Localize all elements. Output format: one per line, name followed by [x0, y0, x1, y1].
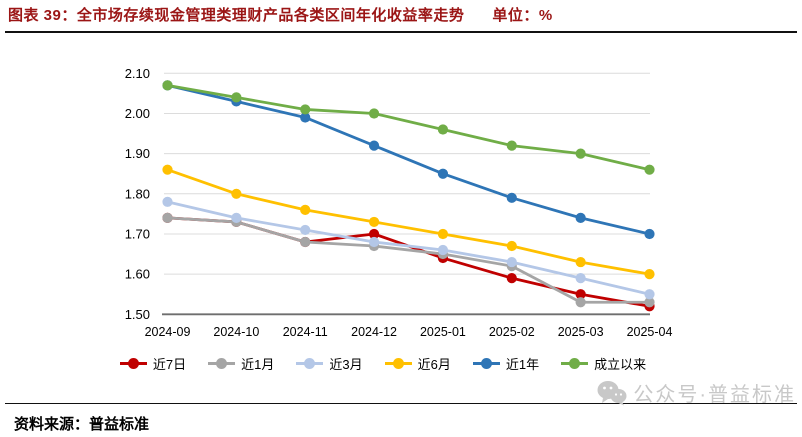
legend-marker-icon — [119, 357, 147, 369]
y-axis-tick-label: 1.50 — [125, 307, 150, 322]
legend-item: 近6月 — [384, 354, 451, 373]
data-point — [162, 212, 173, 223]
data-point — [575, 273, 586, 284]
legend-label: 近7日 — [152, 356, 187, 372]
series-line-近1月 — [166, 216, 651, 304]
legend-marker-icon — [561, 357, 589, 369]
y-axis-tick-label: 1.70 — [125, 226, 150, 241]
legend-dot — [216, 357, 228, 369]
series-line-近3月 — [166, 200, 651, 296]
legend-dot — [569, 357, 581, 369]
line-chart: 2.10 2.00 1.90 1.80 1.70 1.60 1.50 2024-09 2024-… — [125, 66, 673, 339]
data-point — [300, 224, 311, 236]
x-axis-tick-label: 2025-03 — [558, 325, 604, 339]
legend-item: 近7日 — [119, 354, 187, 373]
data-point — [575, 256, 586, 268]
y-axis-tick-label: 1.80 — [125, 186, 150, 201]
data-point — [644, 228, 655, 240]
watermark-text: 公众号·普益标准 — [633, 384, 796, 406]
legend-dot — [127, 357, 139, 369]
legend-marker-icon — [384, 357, 412, 369]
legend-marker-icon — [208, 357, 236, 369]
legend-dot — [304, 357, 316, 369]
series-line-近6月 — [166, 168, 651, 276]
data-point — [162, 164, 173, 175]
data-point — [231, 92, 242, 103]
x-axis-tick-label: 2025-02 — [489, 325, 535, 339]
legend-item: 成立以来 — [561, 354, 646, 373]
data-point — [162, 80, 173, 91]
x-axis-tick-label: 2024-09 — [145, 325, 191, 339]
chart-legend: 近7日 近1月 近3月 近6月 — [0, 350, 784, 376]
data-point — [300, 204, 311, 215]
data-point — [575, 148, 586, 159]
x-axis-tick-label: 2025-04 — [627, 325, 673, 339]
data-point — [231, 212, 242, 223]
data-point — [575, 289, 586, 300]
data-point — [506, 273, 517, 284]
data-point — [437, 168, 449, 179]
data-point — [506, 140, 517, 151]
x-axis-tick-label: 2024-11 — [283, 325, 328, 339]
data-point — [506, 256, 517, 268]
unit-label: 单位：% — [492, 7, 553, 24]
data-point — [300, 236, 311, 248]
data-point — [368, 228, 380, 240]
x-axis-tick-label: 2025-01 — [420, 325, 466, 339]
data-point — [644, 269, 655, 280]
data-point — [368, 140, 380, 151]
series-line-成立以来 — [166, 83, 651, 172]
watermark: 公众号·普益标准 — [597, 378, 796, 407]
data-point — [437, 124, 449, 135]
figure-caption: 图表 39：全市场存续现金管理类理财产品各类区间年化收益率走势 单位：% — [8, 4, 553, 25]
data-point — [368, 216, 380, 228]
data-point — [644, 289, 655, 300]
legend-label: 近1年 — [505, 356, 540, 372]
source-label: 资料来源：普益标准 — [14, 416, 150, 433]
data-point — [300, 104, 311, 115]
data-point — [437, 228, 449, 240]
data-point — [575, 212, 586, 223]
data-point — [368, 236, 380, 248]
y-axis-tick-label: 2.10 — [125, 66, 150, 81]
y-axis-tick-label: 2.00 — [125, 106, 150, 121]
legend-label: 近1月 — [241, 356, 275, 372]
legend-marker-icon — [472, 357, 500, 369]
series-line-近1年 — [166, 83, 651, 236]
legend-marker-icon — [296, 357, 324, 369]
legend-item: 近3月 — [296, 354, 363, 373]
data-point — [437, 244, 449, 256]
y-axis-tick-label: 1.60 — [125, 267, 150, 282]
footer-divider-line — [5, 403, 797, 405]
data-point — [300, 112, 311, 123]
legend-item: 近1年 — [472, 354, 540, 373]
legend-label: 近3月 — [329, 356, 363, 372]
data-point — [506, 240, 517, 252]
x-axis-tick-label: 2024-10 — [213, 325, 259, 339]
wechat-icon — [597, 380, 627, 405]
data-point — [575, 297, 586, 308]
legend-dot — [480, 357, 492, 369]
data-point — [368, 108, 380, 119]
legend-item: 近1月 — [208, 354, 274, 373]
caption-divider-line — [5, 31, 797, 33]
legend-dot — [392, 357, 404, 369]
data-point — [506, 192, 517, 203]
data-point — [162, 196, 173, 207]
y-axis-tick-label: 1.90 — [125, 146, 150, 161]
figure-title: 图表 39：全市场存续现金管理类理财产品各类区间年化收益率走势 — [8, 7, 465, 24]
data-point — [231, 188, 242, 199]
legend-label: 近6月 — [417, 356, 451, 372]
data-point — [644, 297, 655, 308]
legend-label: 成立以来 — [594, 356, 647, 372]
x-axis-tick-label: 2024-12 — [351, 325, 397, 339]
data-point — [644, 164, 655, 175]
